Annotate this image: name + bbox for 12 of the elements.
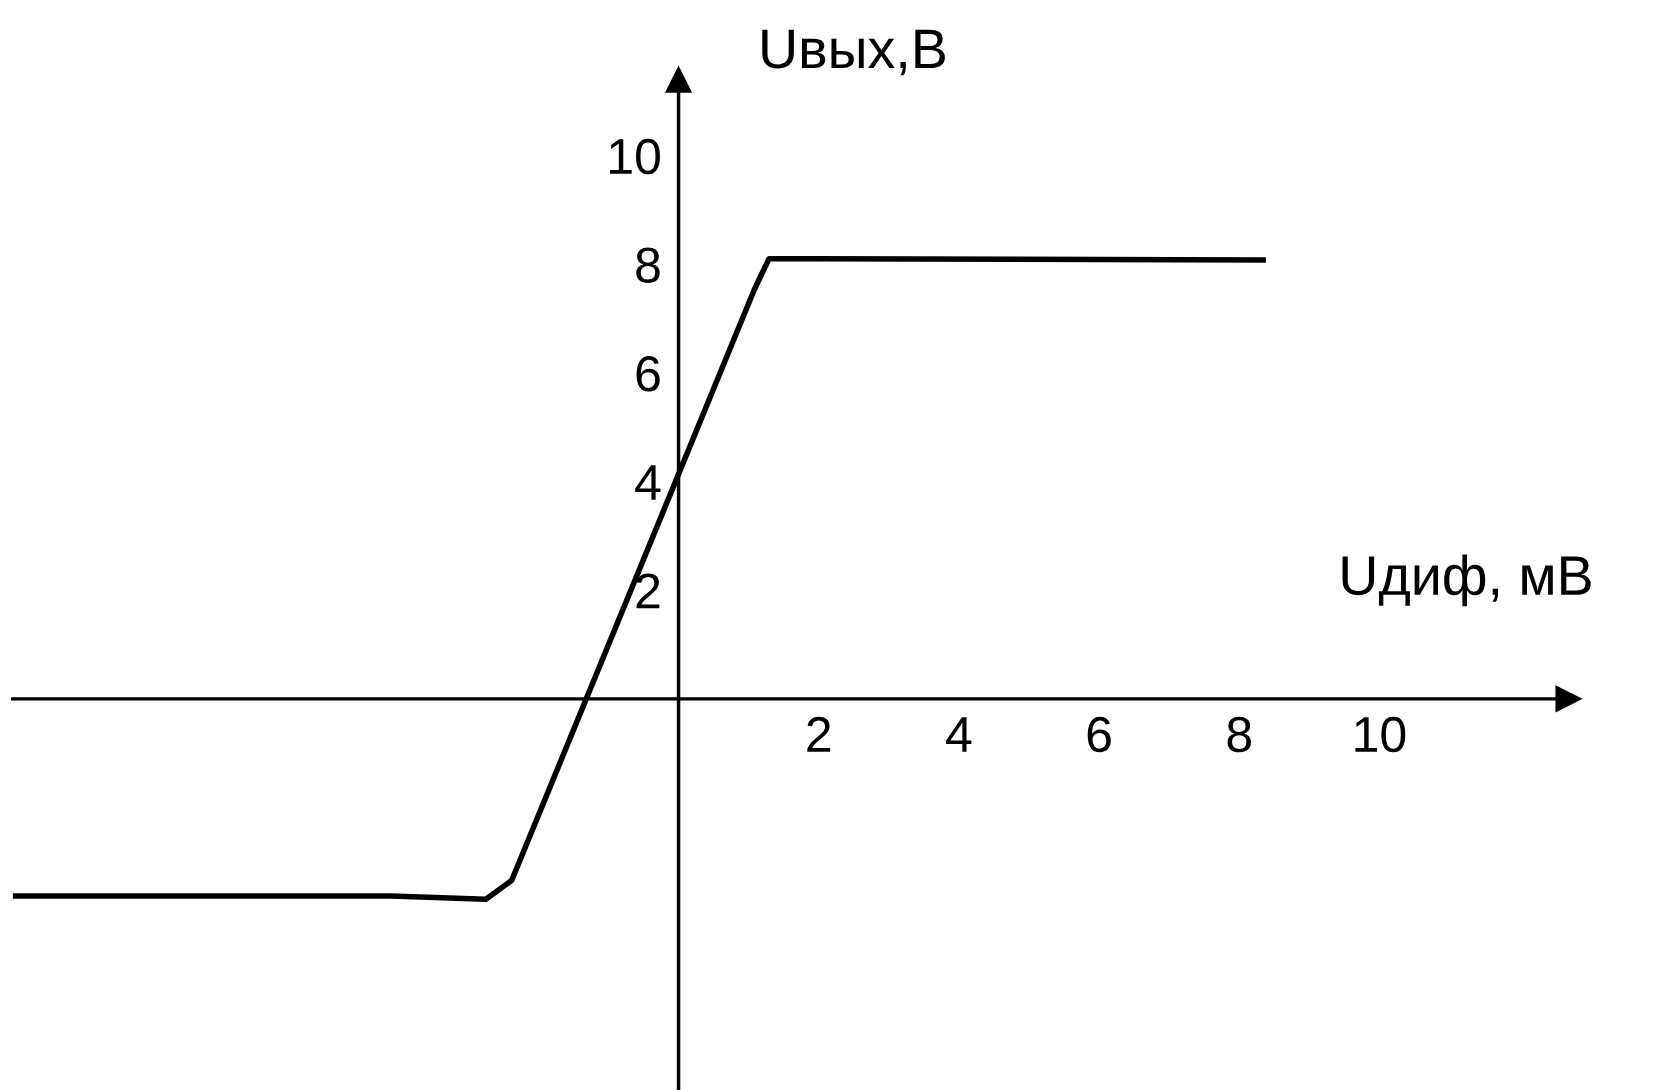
x-tick-label: 10 bbox=[1355, 716, 1406, 753]
y-tick-label: 2 bbox=[636, 573, 660, 609]
y-tick-label: 6 bbox=[636, 356, 660, 392]
y-tick-label: 8 bbox=[636, 247, 660, 283]
y-tick-label: 4 bbox=[635, 465, 661, 500]
y-axis-title: Uвых,В bbox=[762, 29, 945, 76]
x-tick-label: 2 bbox=[807, 716, 831, 752]
x-tick-label: 4 bbox=[946, 717, 972, 752]
x-axis-title: Uдиф, мВ bbox=[1342, 554, 1591, 607]
x-tick-label: 6 bbox=[1087, 716, 1111, 753]
y-tick-label: 10 bbox=[610, 138, 660, 175]
x-tick-label: 8 bbox=[1227, 716, 1251, 753]
